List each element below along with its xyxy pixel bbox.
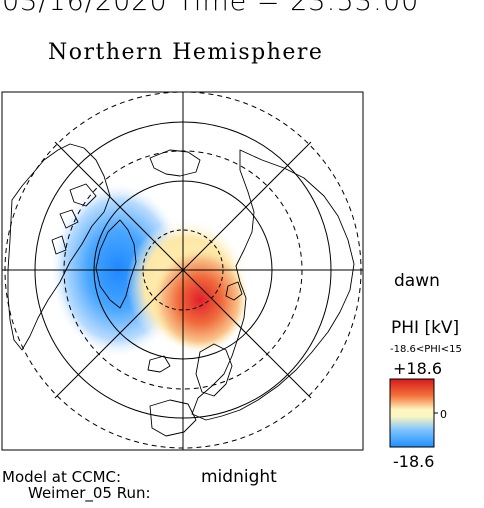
- positive-potential-cell: [152, 248, 248, 352]
- model-credit-line: Model at CCMC:: [2, 468, 122, 486]
- legend-max-label: +18.6: [393, 359, 443, 378]
- coastline-alaska: [149, 149, 201, 177]
- meridian-diagonal-2: [54, 141, 312, 399]
- color-scale-bar: [389, 378, 435, 448]
- coastline-scandinavia: [195, 343, 233, 397]
- coastline-greenland: [95, 219, 137, 309]
- legend-zero-label: 0: [440, 408, 447, 421]
- coastline-svalbard: [225, 281, 243, 301]
- coastline-north-america: [7, 143, 111, 351]
- model-run-line: Weimer_05 Run:: [28, 484, 151, 502]
- midnight-label: midnight: [201, 467, 277, 487]
- coastline-eurasia: [191, 149, 355, 421]
- coastline-europe-south: [149, 399, 197, 437]
- legend-range-label: -18.6<PHI<15: [390, 344, 462, 355]
- coastline-canadian-islands: [51, 183, 97, 255]
- dawn-label: dawn: [394, 271, 440, 291]
- hemisphere-title: Northern Hemisphere: [48, 40, 324, 65]
- date-time-title: 03/16/2020 Time = 23:53:00: [2, 0, 420, 17]
- legend-min-label: -18.6: [393, 452, 435, 471]
- legend-quantity-label: PHI [kV]: [391, 318, 460, 338]
- coastline-iceland: [147, 355, 171, 373]
